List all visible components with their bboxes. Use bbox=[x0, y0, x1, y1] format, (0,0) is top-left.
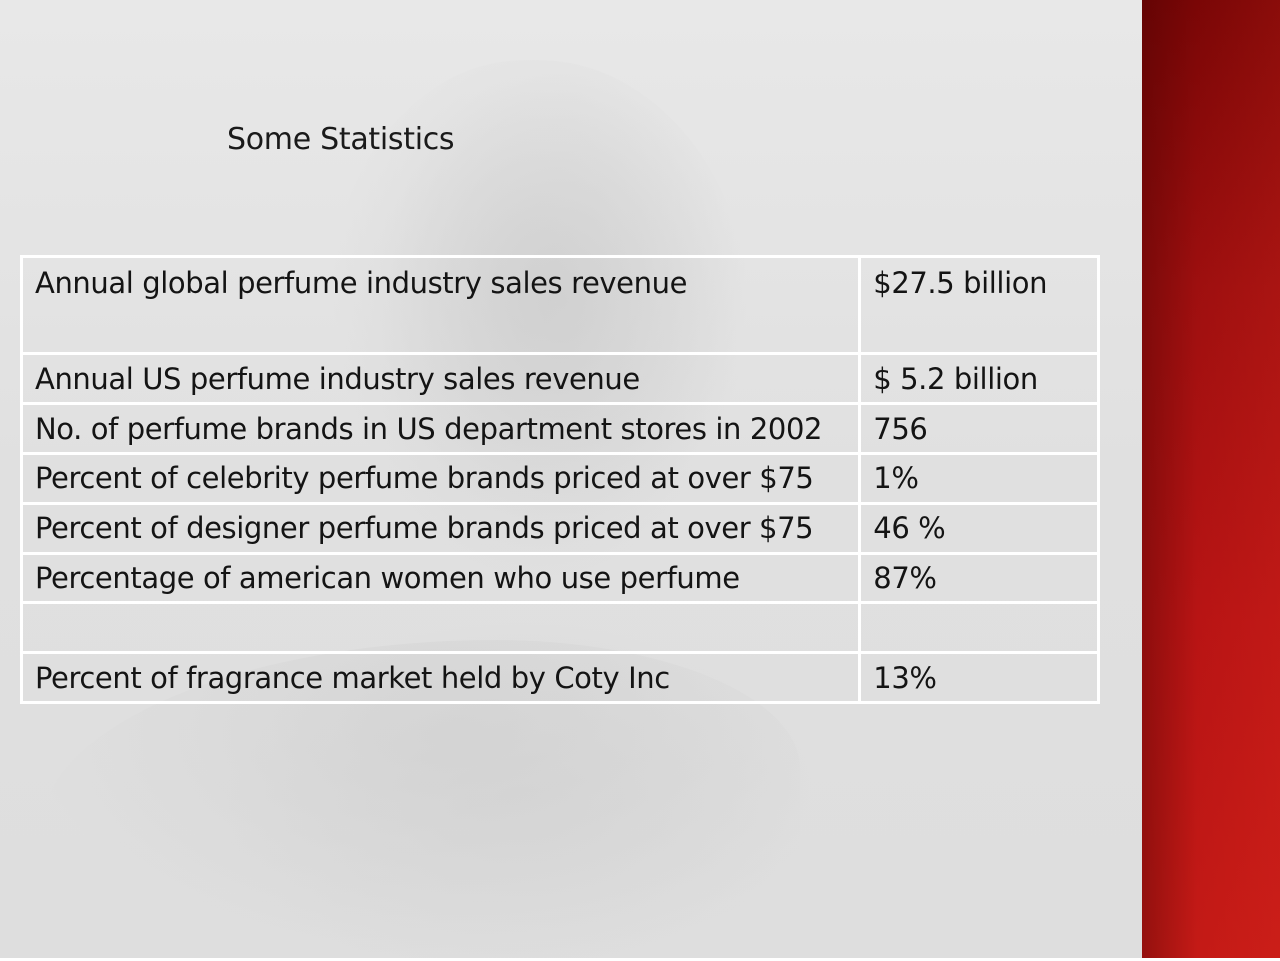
statistics-table: Annual global perfume industry sales rev… bbox=[19, 254, 1100, 704]
row-label: Percentage of american women who use per… bbox=[19, 551, 862, 605]
table-row: Percent of fragrance market held by Coty… bbox=[19, 651, 1100, 704]
row-label: No. of perfume brands in US department s… bbox=[19, 402, 862, 456]
red-side-band bbox=[1142, 0, 1280, 958]
table-row: Percent of celebrity perfume brands pric… bbox=[19, 452, 1100, 505]
row-value: 87% bbox=[858, 551, 1100, 605]
slide-title: Some Statistics bbox=[227, 122, 455, 157]
row-value: 46 % bbox=[858, 501, 1100, 555]
row-value: $ 5.2 billion bbox=[858, 352, 1100, 406]
row-value: $27.5 billion bbox=[858, 254, 1100, 356]
row-label: Annual global perfume industry sales rev… bbox=[19, 254, 862, 356]
table-row: Percent of designer perfume brands price… bbox=[19, 501, 1100, 555]
table-row: Annual US perfume industry sales revenue… bbox=[19, 352, 1100, 406]
row-value bbox=[858, 601, 1100, 655]
row-label: Annual US perfume industry sales revenue bbox=[19, 352, 862, 406]
row-label: Percent of designer perfume brands price… bbox=[19, 501, 862, 555]
row-value: 1% bbox=[858, 452, 1100, 505]
row-value: 13% bbox=[858, 651, 1100, 704]
table-row: Percentage of american women who use per… bbox=[19, 551, 1100, 605]
row-value: 756 bbox=[858, 402, 1100, 456]
table-row-empty bbox=[19, 601, 1100, 655]
row-label: Percent of celebrity perfume brands pric… bbox=[19, 452, 862, 505]
table-row: Annual global perfume industry sales rev… bbox=[19, 254, 1100, 356]
table-row: No. of perfume brands in US department s… bbox=[19, 402, 1100, 456]
row-label bbox=[19, 601, 862, 655]
row-label: Percent of fragrance market held by Coty… bbox=[19, 651, 862, 704]
